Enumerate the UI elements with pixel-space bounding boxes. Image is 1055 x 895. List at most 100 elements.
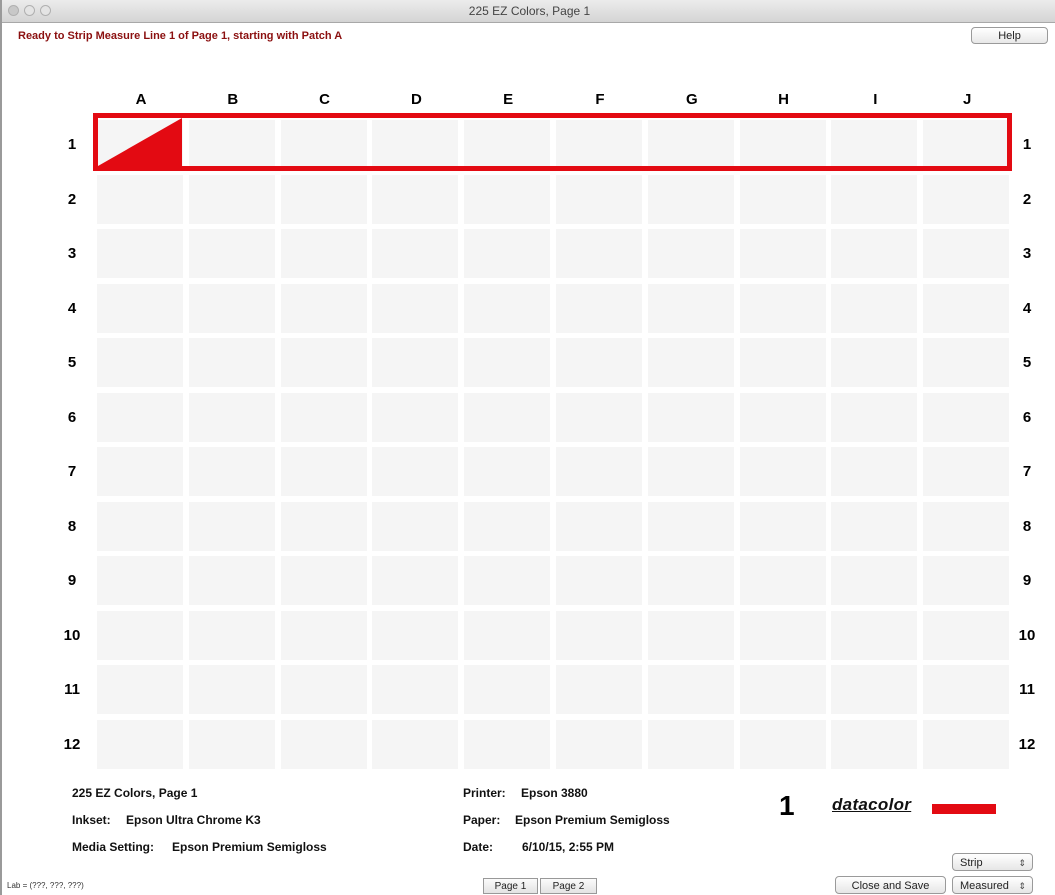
- patch-i11[interactable]: [831, 665, 917, 714]
- patch-h12[interactable]: [740, 720, 826, 769]
- patch-c4[interactable]: [281, 284, 367, 333]
- patch-i5[interactable]: [831, 338, 917, 387]
- patch-j8[interactable]: [923, 502, 1009, 551]
- patch-i3[interactable]: [831, 229, 917, 278]
- patch-b8[interactable]: [189, 502, 275, 551]
- patch-e3[interactable]: [464, 229, 550, 278]
- strip-mode-select[interactable]: Strip ⇕: [952, 853, 1033, 871]
- patch-j9[interactable]: [923, 556, 1009, 605]
- patch-i2[interactable]: [831, 175, 917, 224]
- patch-g3[interactable]: [648, 229, 734, 278]
- patch-a7[interactable]: [97, 447, 183, 496]
- patch-h2[interactable]: [740, 175, 826, 224]
- patch-b5[interactable]: [189, 338, 275, 387]
- patch-e9[interactable]: [464, 556, 550, 605]
- patch-e10[interactable]: [464, 611, 550, 660]
- patch-j5[interactable]: [923, 338, 1009, 387]
- patch-j3[interactable]: [923, 229, 1009, 278]
- patch-f4[interactable]: [556, 284, 642, 333]
- patch-f7[interactable]: [556, 447, 642, 496]
- patch-d12[interactable]: [372, 720, 458, 769]
- patch-g2[interactable]: [648, 175, 734, 224]
- patch-g9[interactable]: [648, 556, 734, 605]
- patch-a12[interactable]: [97, 720, 183, 769]
- patch-h5[interactable]: [740, 338, 826, 387]
- patch-d2[interactable]: [372, 175, 458, 224]
- patch-c12[interactable]: [281, 720, 367, 769]
- patch-f3[interactable]: [556, 229, 642, 278]
- patch-d9[interactable]: [372, 556, 458, 605]
- help-button[interactable]: Help: [971, 27, 1048, 44]
- patch-h4[interactable]: [740, 284, 826, 333]
- patch-h7[interactable]: [740, 447, 826, 496]
- patch-f2[interactable]: [556, 175, 642, 224]
- patch-f12[interactable]: [556, 720, 642, 769]
- patch-j12[interactable]: [923, 720, 1009, 769]
- patch-i4[interactable]: [831, 284, 917, 333]
- page-1-button[interactable]: Page 1: [483, 878, 538, 894]
- patch-i10[interactable]: [831, 611, 917, 660]
- patch-c8[interactable]: [281, 502, 367, 551]
- patch-g12[interactable]: [648, 720, 734, 769]
- patch-f6[interactable]: [556, 393, 642, 442]
- patch-b2[interactable]: [189, 175, 275, 224]
- patch-g5[interactable]: [648, 338, 734, 387]
- close-and-save-button[interactable]: Close and Save: [835, 876, 946, 894]
- patch-c9[interactable]: [281, 556, 367, 605]
- patch-c6[interactable]: [281, 393, 367, 442]
- patch-e7[interactable]: [464, 447, 550, 496]
- patch-d4[interactable]: [372, 284, 458, 333]
- patch-a3[interactable]: [97, 229, 183, 278]
- patch-d7[interactable]: [372, 447, 458, 496]
- patch-c3[interactable]: [281, 229, 367, 278]
- patch-b4[interactable]: [189, 284, 275, 333]
- patch-h11[interactable]: [740, 665, 826, 714]
- patch-e5[interactable]: [464, 338, 550, 387]
- patch-i6[interactable]: [831, 393, 917, 442]
- patch-j10[interactable]: [923, 611, 1009, 660]
- patch-a9[interactable]: [97, 556, 183, 605]
- patch-e2[interactable]: [464, 175, 550, 224]
- patch-c10[interactable]: [281, 611, 367, 660]
- patch-b11[interactable]: [189, 665, 275, 714]
- patch-j7[interactable]: [923, 447, 1009, 496]
- patch-b9[interactable]: [189, 556, 275, 605]
- patch-h6[interactable]: [740, 393, 826, 442]
- patch-a8[interactable]: [97, 502, 183, 551]
- patch-b6[interactable]: [189, 393, 275, 442]
- patch-i12[interactable]: [831, 720, 917, 769]
- patch-d8[interactable]: [372, 502, 458, 551]
- patch-a5[interactable]: [97, 338, 183, 387]
- patch-c5[interactable]: [281, 338, 367, 387]
- patch-b10[interactable]: [189, 611, 275, 660]
- patch-j6[interactable]: [923, 393, 1009, 442]
- measured-select[interactable]: Measured ⇕: [952, 876, 1033, 894]
- patch-f9[interactable]: [556, 556, 642, 605]
- page-2-button[interactable]: Page 2: [540, 878, 597, 894]
- patch-b7[interactable]: [189, 447, 275, 496]
- patch-j11[interactable]: [923, 665, 1009, 714]
- patch-d6[interactable]: [372, 393, 458, 442]
- patch-f8[interactable]: [556, 502, 642, 551]
- patch-g8[interactable]: [648, 502, 734, 551]
- patch-h3[interactable]: [740, 229, 826, 278]
- patch-a10[interactable]: [97, 611, 183, 660]
- patch-j4[interactable]: [923, 284, 1009, 333]
- patch-d5[interactable]: [372, 338, 458, 387]
- patch-b12[interactable]: [189, 720, 275, 769]
- patch-a4[interactable]: [97, 284, 183, 333]
- patch-e6[interactable]: [464, 393, 550, 442]
- patch-d10[interactable]: [372, 611, 458, 660]
- patch-h10[interactable]: [740, 611, 826, 660]
- patch-g7[interactable]: [648, 447, 734, 496]
- patch-f11[interactable]: [556, 665, 642, 714]
- patch-a2[interactable]: [97, 175, 183, 224]
- patch-h9[interactable]: [740, 556, 826, 605]
- patch-c7[interactable]: [281, 447, 367, 496]
- patch-e4[interactable]: [464, 284, 550, 333]
- patch-f10[interactable]: [556, 611, 642, 660]
- patch-g4[interactable]: [648, 284, 734, 333]
- patch-h8[interactable]: [740, 502, 826, 551]
- patch-b3[interactable]: [189, 229, 275, 278]
- patch-j2[interactable]: [923, 175, 1009, 224]
